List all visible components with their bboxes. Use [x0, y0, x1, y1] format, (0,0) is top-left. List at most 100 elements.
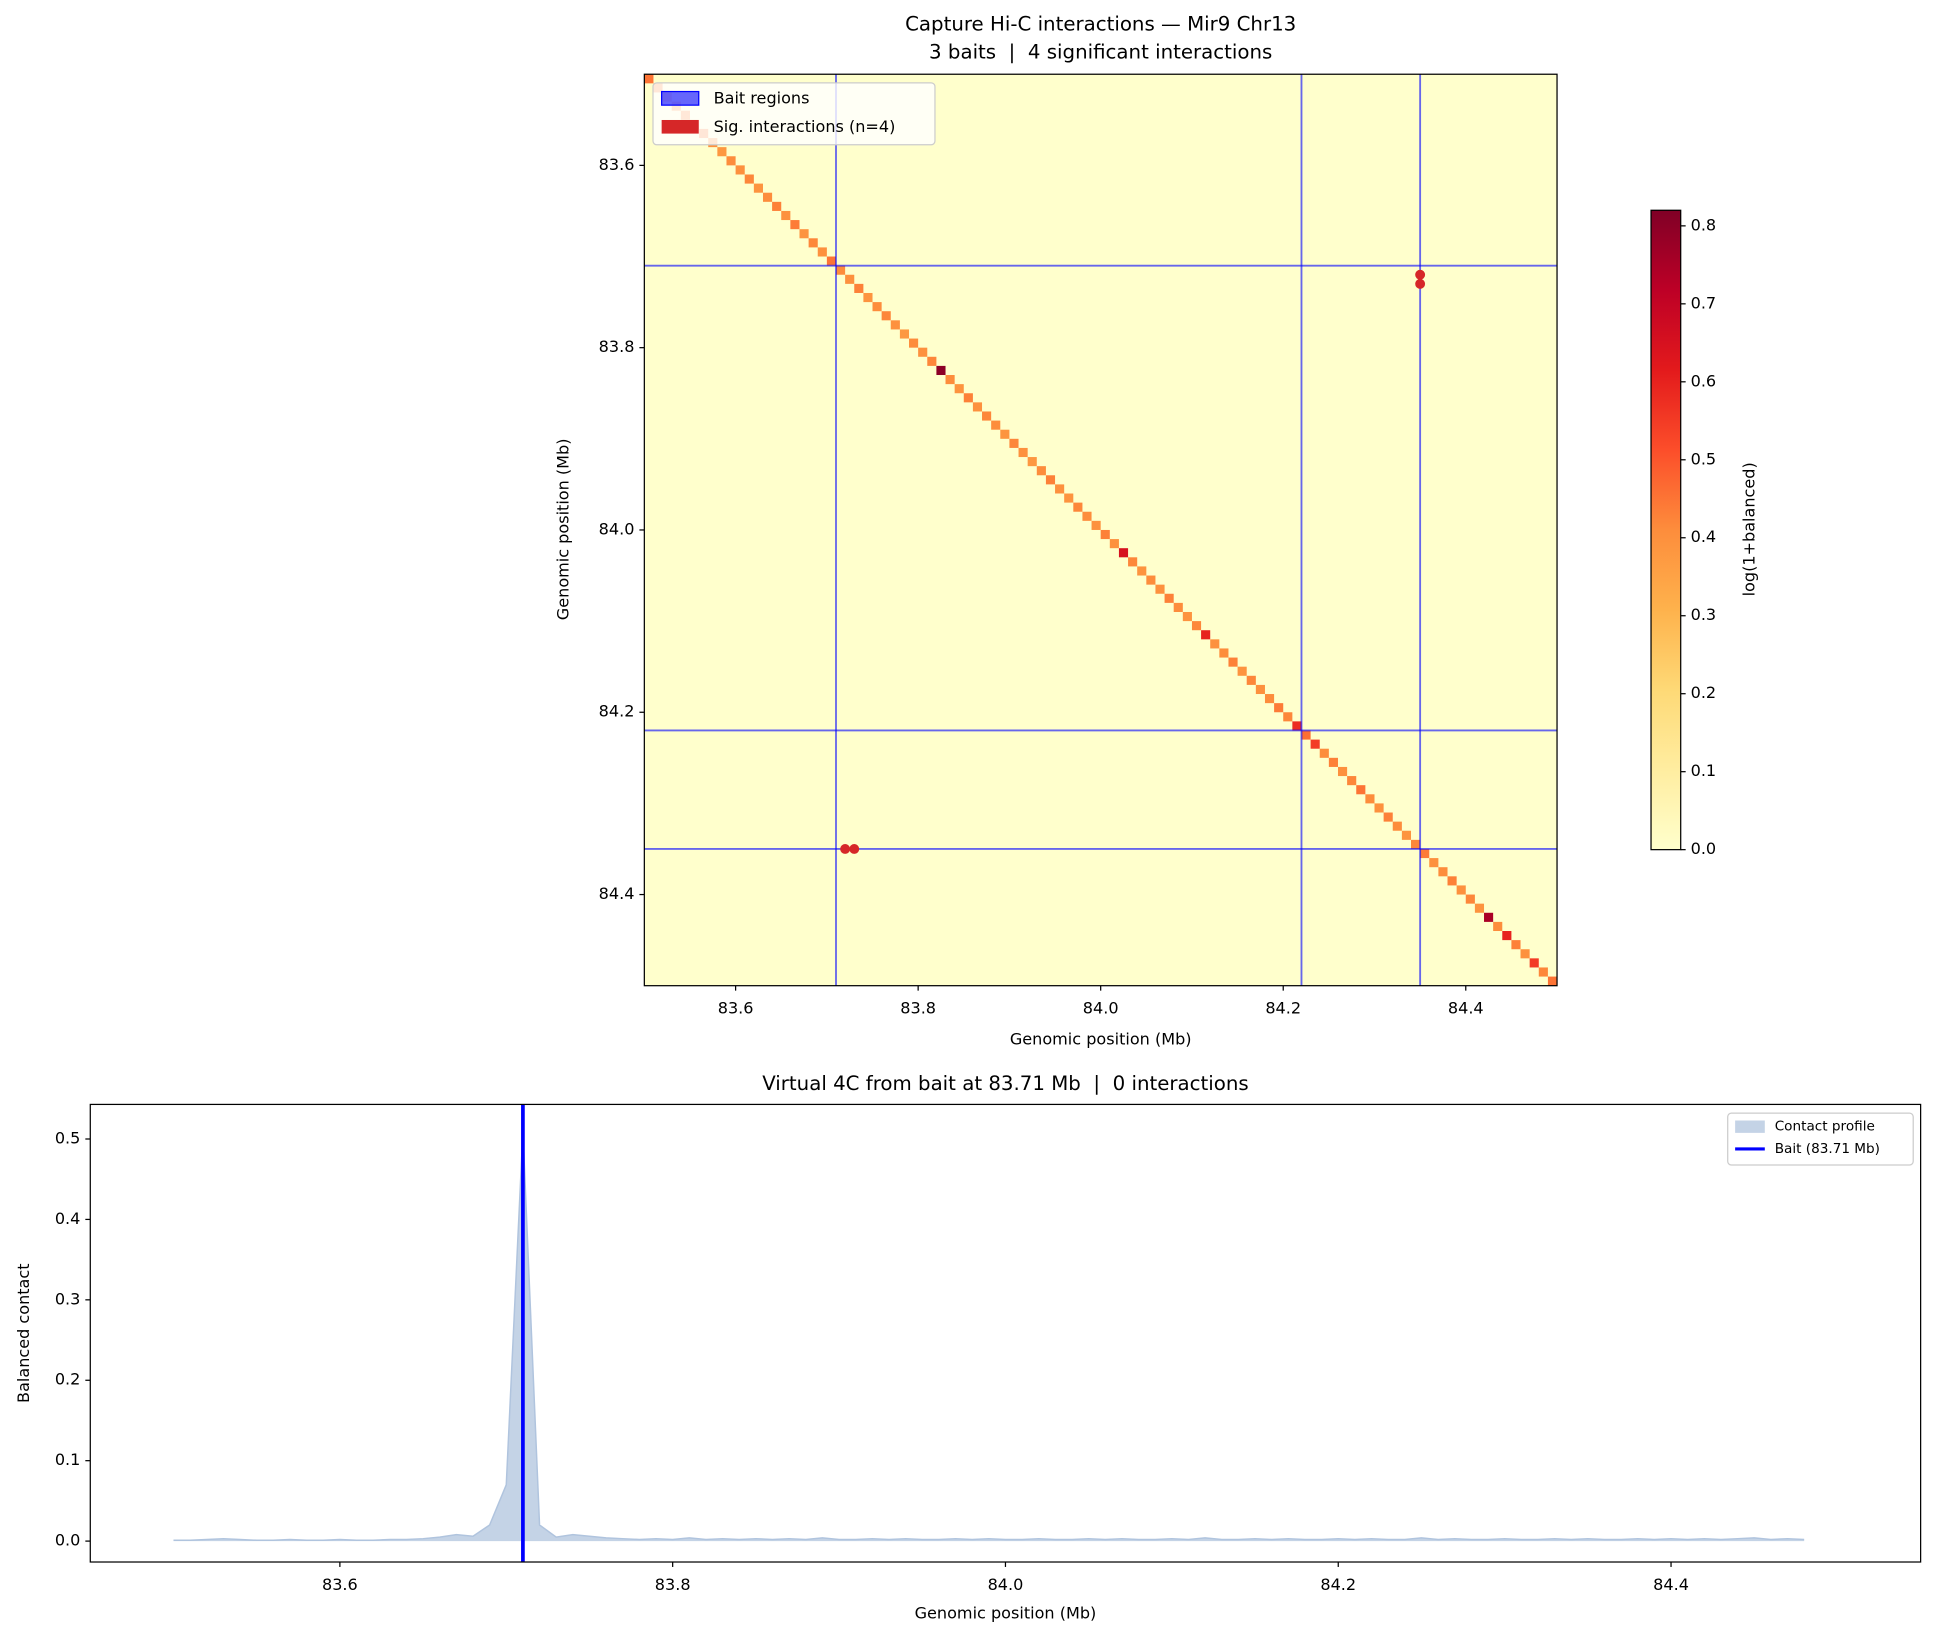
- chart-subtitle: 3 baits | 4 significant interactions: [929, 41, 1272, 64]
- heatmap-cell: [1538, 967, 1548, 977]
- y-tick-label: 84.4: [599, 884, 635, 903]
- heatmap-cell: [1036, 466, 1046, 476]
- heatmap-cell: [817, 247, 827, 257]
- y-tick-label: 83.6: [599, 155, 635, 174]
- heatmap-cell: [872, 302, 882, 312]
- heatmap-cell: [1411, 839, 1421, 849]
- heatmap-cell: [945, 375, 955, 385]
- heatmap-cell: [790, 220, 800, 230]
- y-tick-label: 84.2: [599, 702, 635, 721]
- heatmap-cell: [1182, 611, 1192, 622]
- heatmap-cell: [854, 283, 864, 293]
- heatmap-cell: [1201, 630, 1211, 640]
- legend-swatch: [1735, 1120, 1765, 1133]
- x-tick-label: 84.2: [1265, 999, 1301, 1018]
- heatmap-cell: [1219, 648, 1229, 658]
- x-tick-label: 84.0: [988, 1575, 1024, 1594]
- heatmap-cell: [899, 329, 910, 339]
- heatmap-cell: [1547, 976, 1558, 986]
- heatmap-cell: [1365, 794, 1375, 804]
- heatmap-cell: [963, 393, 973, 403]
- heatmap-cell: [1511, 940, 1521, 950]
- heatmap-cell: [972, 402, 983, 412]
- heatmap-cell: [1337, 766, 1348, 777]
- heatmap-cell: [1191, 621, 1202, 631]
- heatmap-cell: [1155, 584, 1165, 594]
- heatmap-cell: [1100, 529, 1110, 540]
- heatmap-cell: [1009, 438, 1019, 448]
- colorbar-tick-label: 0.5: [1691, 449, 1717, 468]
- heatmap-cell: [1429, 858, 1439, 868]
- interaction-point: [840, 844, 851, 854]
- y-tick-label: 0.0: [55, 1531, 81, 1550]
- x-tick-label: 84.4: [1448, 999, 1484, 1018]
- interaction-point: [1415, 278, 1426, 289]
- y-tick-label: 84.0: [599, 519, 635, 538]
- heatmap-cell: [753, 183, 763, 193]
- colorbar-tick-label: 0.8: [1691, 215, 1717, 234]
- legend-swatch: [661, 119, 699, 134]
- heatmap-cell: [1474, 903, 1485, 913]
- heatmap-cell: [1128, 557, 1138, 567]
- axes-frame: [643, 73, 1558, 987]
- heatmap-cell: [1438, 867, 1448, 877]
- heatmap-cell: [762, 192, 773, 202]
- y-tick-label: 83.8: [599, 337, 635, 356]
- area: [173, 1130, 1805, 1542]
- heatmap-cell: [735, 165, 745, 175]
- heatmap-cell: [1091, 520, 1101, 530]
- heatmap-cell: [1493, 921, 1503, 932]
- heatmap-cell: [1502, 931, 1512, 941]
- heatmap-cell: [1137, 566, 1147, 576]
- interaction-point: [1415, 269, 1426, 280]
- heatmap-cell: [1356, 785, 1366, 795]
- heatmap-cell: [1456, 885, 1466, 895]
- x-tick-label: 83.6: [718, 999, 754, 1018]
- heatmap-cell: [890, 320, 900, 330]
- heatmap-cell: [772, 201, 782, 211]
- interaction-point: [849, 844, 860, 854]
- x-axis-label: Genomic position (Mb): [915, 1603, 1097, 1622]
- heatmap-cell: [1392, 821, 1402, 831]
- heatmap-cell: [808, 238, 818, 248]
- y-tick-label: 0.1: [55, 1450, 81, 1469]
- chart-title: Virtual 4C from bait at 83.71 Mb | 0 int…: [762, 1072, 1248, 1095]
- heatmap-cell: [954, 384, 964, 394]
- heatmap-cell: [1109, 539, 1119, 549]
- x-tick-label: 84.0: [1083, 999, 1119, 1018]
- heatmap-cell: [1347, 776, 1357, 786]
- heatmap-cell: [1027, 457, 1037, 467]
- colorbar-tick-label: 0.6: [1691, 371, 1717, 390]
- heatmap-cell: [909, 338, 919, 348]
- legend-swatch: [661, 90, 700, 106]
- heatmap-cell: [717, 147, 727, 157]
- heatmap-cell: [1465, 894, 1475, 904]
- heatmap-cell: [918, 347, 928, 357]
- heatmap-cell: [1274, 703, 1284, 713]
- x-tick-label: 84.4: [1653, 1575, 1689, 1594]
- heatmap-cell: [1064, 493, 1074, 503]
- colorbar-tick-label: 0.2: [1691, 683, 1717, 702]
- heatmap-cell: [1520, 949, 1530, 959]
- legend-label: Contact profile: [1775, 1119, 1875, 1135]
- heatmap-cell: [1484, 912, 1494, 922]
- heatmap-cell: [836, 265, 846, 275]
- heatmap-cell: [1264, 694, 1275, 704]
- heatmap-cell: [881, 311, 891, 321]
- legend-box: [652, 82, 936, 146]
- x-tick-label: 83.8: [900, 999, 936, 1018]
- heatmap-cell: [1045, 475, 1056, 485]
- y-tick-label: 0.2: [55, 1370, 81, 1389]
- heatmap-cell: [1447, 876, 1457, 886]
- x-tick-label: 83.6: [322, 1575, 358, 1594]
- heatmap-cell: [1018, 447, 1028, 458]
- heatmap-cell: [1146, 575, 1156, 585]
- heatmap-cell: [1228, 657, 1238, 667]
- heatmap-cell: [1000, 429, 1010, 439]
- heatmap-cell: [936, 365, 946, 376]
- heatmap-cell: [799, 229, 809, 239]
- heatmap-cell: [1310, 739, 1320, 749]
- heatmap-cell: [1301, 730, 1311, 740]
- heatmap-cell: [845, 274, 855, 284]
